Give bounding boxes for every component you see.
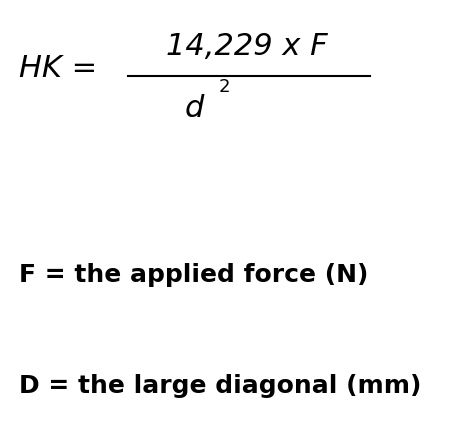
Text: HK =: HK =: [19, 54, 97, 83]
Text: 2: 2: [219, 78, 230, 95]
Text: F = the applied force (N): F = the applied force (N): [19, 263, 368, 287]
Text: D = the large diagonal (mm): D = the large diagonal (mm): [19, 374, 421, 398]
Text: d: d: [185, 94, 204, 123]
Text: 14,229 x F: 14,229 x F: [166, 32, 327, 61]
